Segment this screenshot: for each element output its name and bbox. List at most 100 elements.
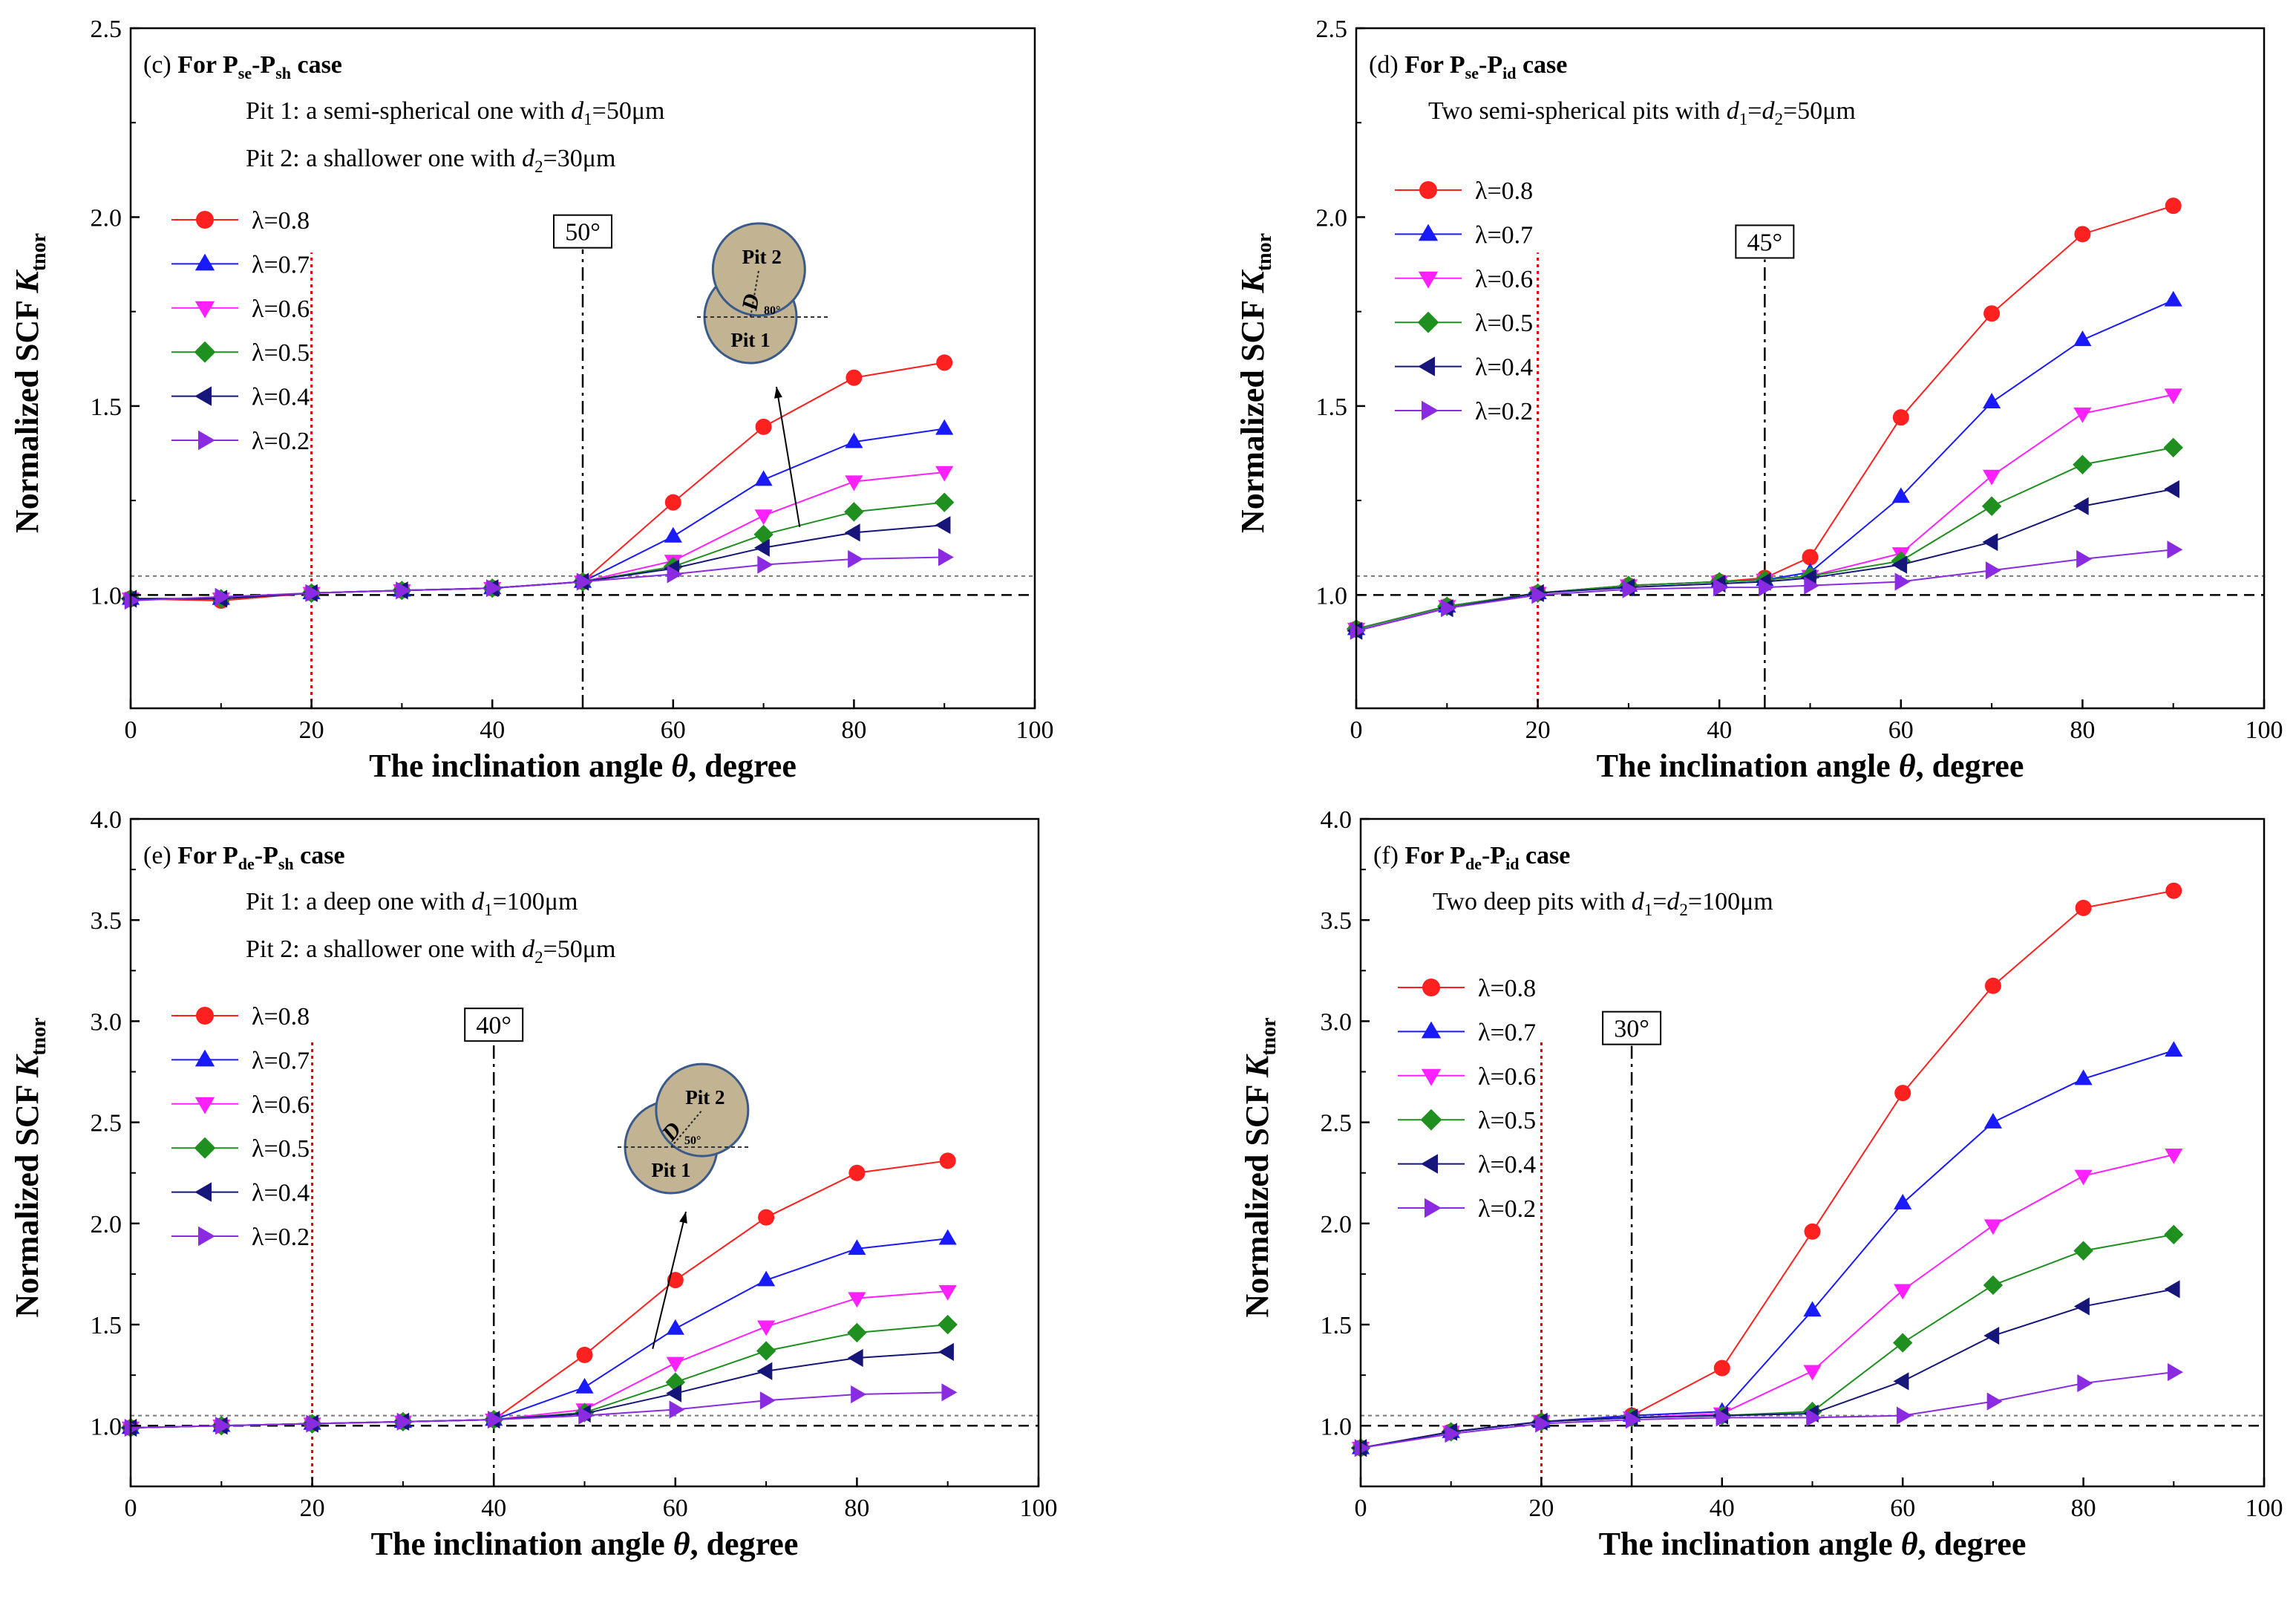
text-span: (c) [143,51,177,79]
y-tick-label: 1.0 [1321,1413,1353,1440]
x-tick-label: 40 [480,716,505,744]
data-point [1983,1112,2002,1129]
data-point [938,1314,958,1335]
data-point [754,509,773,526]
text-span: de [238,855,255,873]
text-span: K [1234,270,1271,294]
series-line-λ=0.6 [130,1290,948,1428]
pit-angle-label: 80° [764,304,780,317]
text-span: 1 [1644,901,1653,919]
data-point [941,1383,958,1402]
legend-marker [194,253,215,271]
legend-marker [1422,400,1439,421]
data-point [1803,1365,1822,1381]
data-point [2073,407,2092,423]
text-span: Pit 2: a shallower one with [246,145,522,172]
data-point [1982,532,1998,552]
legend-marker [198,430,215,451]
data-point [754,470,773,486]
y-tick-label: 2.0 [1316,204,1348,232]
x-tick-label: 60 [663,1495,688,1522]
data-point [1713,578,1729,597]
x-tick-label: 40 [1707,716,1732,744]
text-span: d [1762,97,1775,125]
y-axis-label: Normalized SCF Ktnor [1234,233,1276,533]
text-span: 2 [1774,110,1783,128]
legend-label: λ=0.7 [1478,1019,1536,1046]
x-tick-label: 100 [2246,716,2283,744]
data-point [848,1239,866,1255]
x-tick-label: 20 [299,716,324,744]
data-point [1759,578,1774,597]
critical-angle-box [464,1008,524,1042]
x-axis-label: The inclination angle θ, degree [1599,1526,2027,1562]
data-point [756,1362,773,1380]
data-point [575,1377,594,1394]
legend-marker [1422,979,1440,996]
text-span: Normalized SCF [9,293,45,533]
series-line-λ=0.2 [130,1391,948,1428]
data-point [2165,197,2182,215]
data-point [935,466,954,482]
data-point [759,1391,776,1410]
data-point [667,565,683,584]
panel-note: Pit 2: a shallower one with d2=50μm [246,935,615,967]
x-tick-label: 20 [300,1495,325,1522]
data-point [938,548,954,566]
data-point [1984,977,2001,994]
y-tick-label: 2.5 [91,1110,122,1137]
y-tick-label: 4.0 [91,806,122,834]
text-span: case [1516,51,1567,79]
data-point [1893,1333,1913,1353]
data-point [1983,393,2001,409]
legend-label: λ=0.7 [1475,221,1533,249]
series-line-λ=0.6 [131,471,945,600]
text-span: (d) [1369,51,1404,79]
legend-label: λ=0.2 [1478,1195,1536,1223]
legend-label: λ=0.6 [252,1091,310,1119]
legend-marker [1421,1068,1442,1086]
x-tick-label: 40 [1710,1495,1735,1522]
legend-marker [1417,311,1439,333]
data-point [576,1346,593,1363]
data-point [2164,1280,2180,1299]
data-point [669,1400,685,1419]
data-point [2165,1148,2183,1164]
text-span: θ [1899,748,1916,784]
text-span: The inclination angle [369,748,671,784]
y-axis-label: Normalized SCF Ktnor [9,1017,50,1317]
y-axis-label: Normalized SCF Ktnor [9,233,50,533]
data-point [935,492,955,512]
text-span: d [522,935,535,963]
text-span: tnor [1257,1017,1281,1055]
series-line-λ=0.2 [130,556,945,601]
data-point [2073,330,2092,347]
legend-label: λ=0.2 [1475,398,1533,425]
pit-1-label: Pit 1 [651,1159,690,1181]
legend-marker [198,1226,215,1247]
x-tick-label: 20 [1528,1495,1554,1522]
pit-center-line [670,1109,703,1148]
y-tick-label: 2.0 [1321,1211,1353,1238]
data-point [1625,1411,1641,1429]
y-tick-label: 2.5 [91,16,122,43]
text-span: θ [671,748,688,784]
data-point [753,524,773,545]
data-point [1445,1425,1461,1443]
text-span: sh [275,64,291,82]
text-span: =30μm [543,145,616,172]
data-point [757,1270,776,1287]
text-span: , degree [1918,1526,2027,1562]
text-span: For P [1404,51,1465,79]
data-point [1983,1326,2000,1345]
critical-angle-label: 50° [565,219,601,246]
pit-inset-diagram: Pit 1 Pit 2 D 80° [697,222,828,527]
x-tick-label: 100 [2246,1495,2283,1522]
data-point [939,1152,956,1169]
legend-label: λ=0.6 [1478,1063,1536,1091]
data-point [1891,555,1908,574]
data-point [2077,1374,2093,1393]
data-point [1802,549,1819,566]
series-line-λ=0.5 [130,1324,948,1428]
